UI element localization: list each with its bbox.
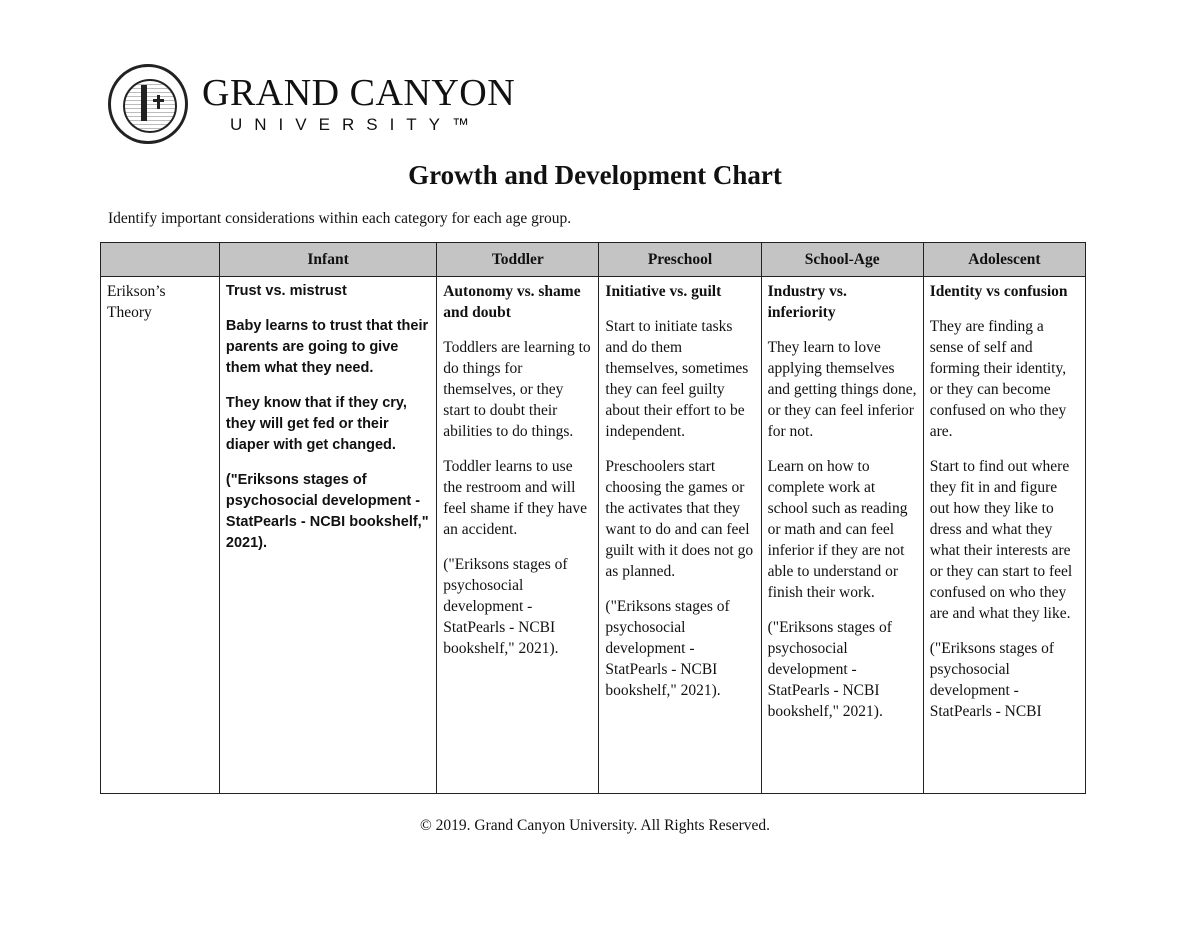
cell-heading: Industry vs. inferiority (767, 283, 847, 321)
table-row: Erikson’s Theory Trust vs. mistrust Baby… (100, 276, 1087, 794)
cell-paragraph: Toddlers are learning to do things for t… (443, 339, 591, 440)
cell-paragraph: They know that if they cry, they will ge… (225, 395, 407, 453)
row-label: Erikson’s Theory (100, 276, 220, 794)
header-toddler: Toddler (436, 242, 600, 277)
cell-paragraph: Start to find out where they fit in and … (929, 458, 1073, 622)
cell-adolescent: Identity vs confusion They are finding a… (922, 276, 1087, 794)
cell-paragraph: Learn on how to complete work at school … (767, 458, 908, 601)
cell-paragraph: Start to initiate tasks and do them them… (605, 318, 749, 440)
cell-paragraph: They learn to love applying themselves a… (767, 339, 917, 440)
page-title: Growth and Development Chart (408, 160, 782, 190)
cell-heading: Initiative vs. guilt (605, 283, 722, 300)
copyright-footer: © 2019. Grand Canyon University. All Rig… (419, 817, 770, 834)
university-logo: GRAND CANYON UNIVERSITY™ (108, 64, 515, 144)
cell-preschool: Initiative vs. guilt Start to initiate t… (598, 276, 762, 794)
cell-citation: ("Eriksons stages of psychosocial develo… (225, 472, 429, 551)
cell-citation: ("Eriksons stages of psychosocial develo… (605, 598, 730, 699)
cell-citation: ("Eriksons stages of psychosocial develo… (443, 556, 568, 657)
cell-citation: ("Eriksons stages of psychosocial develo… (929, 640, 1055, 720)
development-table: Infant Toddler Preschool School-Age Adol… (100, 242, 1087, 794)
cell-paragraph: They are finding a sense of self and for… (929, 318, 1067, 440)
header-school-age: School-Age (760, 242, 924, 277)
header-infant: Infant (218, 242, 438, 277)
cell-school-age: Industry vs. inferiority They learn to l… (760, 276, 924, 794)
header-preschool: Preschool (598, 242, 762, 277)
cell-paragraph: Preschoolers start choosing the games or… (605, 458, 754, 580)
cell-heading: Identity vs confusion (929, 283, 1068, 300)
cell-toddler: Autonomy vs. shame and doubt Toddlers ar… (436, 276, 600, 794)
header-adolescent: Adolescent (922, 242, 1087, 277)
cell-infant: Trust vs. mistrust Baby learns to trust … (218, 276, 438, 794)
logo-line1: GRAND CANYON (202, 72, 516, 114)
cell-citation: ("Eriksons stages of psychosocial develo… (767, 619, 892, 720)
university-seal-icon (108, 64, 188, 144)
cell-paragraph: Toddler learns to use the restroom and w… (443, 458, 587, 538)
logo-line2: UNIVERSITY™ (230, 115, 482, 134)
cell-heading: Autonomy vs. shame and doubt (443, 283, 581, 321)
header-row: Infant Toddler Preschool School-Age Adol… (100, 242, 1087, 277)
cell-paragraph: Baby learns to trust that their parents … (225, 318, 429, 376)
cell-heading: Trust vs. mistrust (225, 283, 347, 299)
instructions: Identify important considerations within… (108, 210, 572, 227)
header-blank (100, 242, 220, 277)
